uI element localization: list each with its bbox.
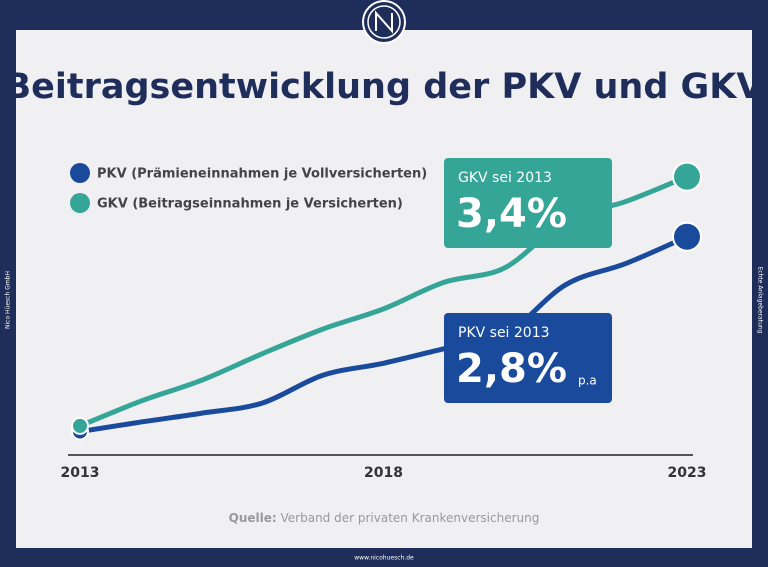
panel [16,30,752,548]
logo-ring [367,5,401,39]
annotation-label: PKV sei 2013 [458,325,550,341]
legend-label: PKV (Prämieneinnahmen je Vollversicherte… [97,167,427,182]
series-line [77,234,690,435]
chart-title: Beitragsentwicklung der PKV und GKV [4,67,763,107]
end-point [672,161,702,192]
footer: www.nicohuesch.de [354,555,414,562]
annotation-rate: 3,4% [456,191,567,237]
legend-marker [70,193,90,213]
annotation-rate: 2,8% [456,346,567,392]
x-tick-label: 2013 [61,465,100,481]
annotation-unit: p.a [578,374,597,388]
side-text: Echte Anlageberatung [757,266,764,333]
legend-marker [70,163,90,183]
side-text: Nico Hüesch GmbH [5,271,12,329]
source: Quelle: Verband der privaten Krankenvers… [229,511,540,525]
source-text: Verband der privaten Krankenversicherung [281,511,540,525]
legend-label: GKV (Beitragseinnahmen je Versicherten) [97,197,403,212]
source-label: Quelle: [229,511,277,525]
start-point [71,416,89,435]
annotation-label: GKV sei 2013 [458,170,552,186]
x-tick-label: 2023 [668,465,707,481]
annotation-box [444,158,612,248]
logo-mark [375,10,393,34]
annotation-box [444,313,612,403]
end-point [672,221,702,252]
x-tick-label: 2018 [364,465,403,481]
